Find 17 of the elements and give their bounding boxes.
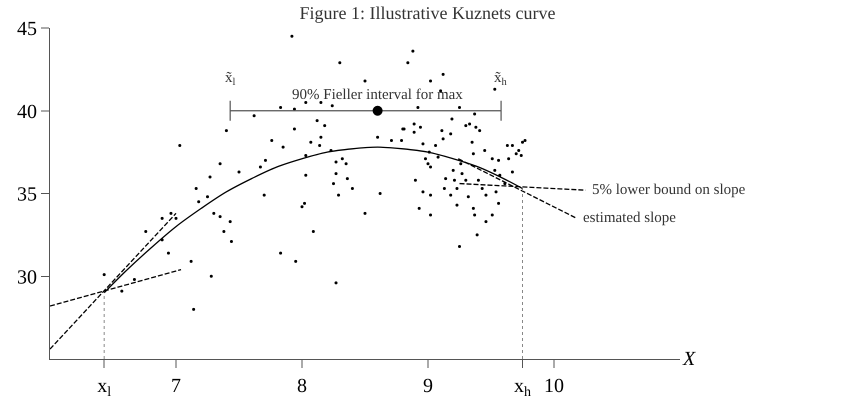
x-tick-label: 7 [171,375,181,397]
x-axis-title: X [682,348,696,370]
x-tick-label: 10 [544,375,564,397]
y-tick-label: 30 [17,266,37,288]
annotation: x̃$_{h}$ [494,70,508,88]
y-tick-label: 40 [17,100,37,123]
annotation: 5% lower bound on slope [592,182,746,198]
annotation: x̃$_{l}$ [225,70,236,88]
y-tick-label: 35 [17,184,37,206]
y-tick-label: 45 [17,18,37,40]
annotation: estimated slope [583,210,676,226]
x-tick-label: 8 [297,375,307,397]
annotation: 90% Fieller interval for max [292,87,464,103]
x-tick-label: 9 [423,375,433,397]
x-tick-label: x$_{h}$ [514,375,531,400]
x-tick-label: x$_{l}$ [97,375,112,400]
chart-title: Figure 1: Illustrative Kuznets curve [300,2,556,23]
